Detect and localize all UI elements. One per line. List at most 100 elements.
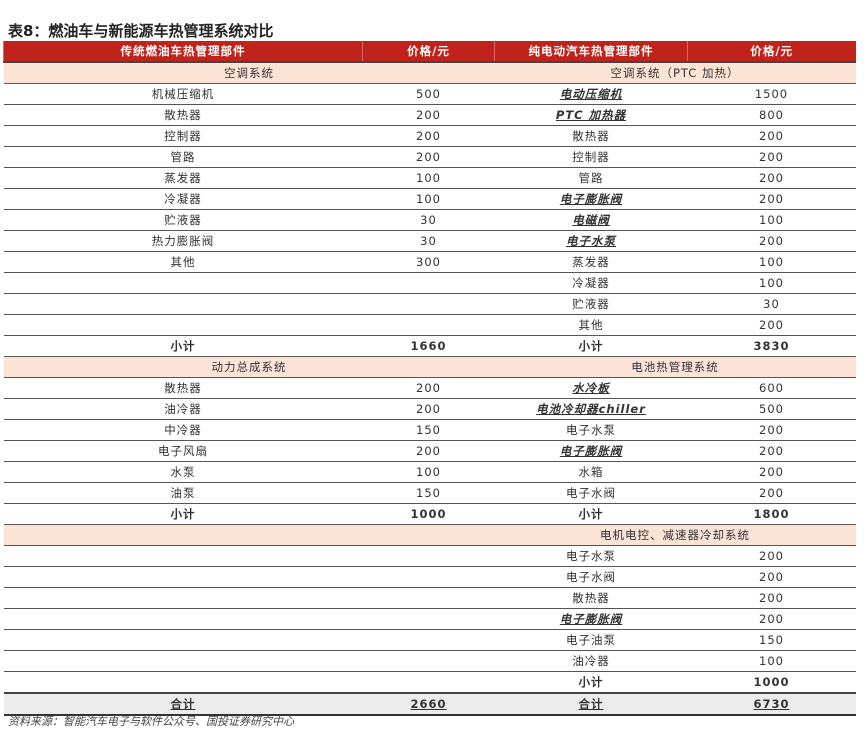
cell-text: 200 [416, 402, 441, 416]
table-cell: 100 [687, 650, 856, 672]
cell-text: 200 [759, 444, 784, 458]
table-cell [362, 314, 495, 336]
table-row: 电子膨胀阀 200 [3, 608, 856, 630]
cell-text: 1660 [410, 339, 447, 353]
table-cell: 控制器 [3, 125, 363, 147]
cell-text: 200 [416, 444, 441, 458]
cell-text: 100 [759, 654, 784, 668]
table-cell [362, 671, 495, 694]
cell-text: 200 [759, 234, 784, 248]
table-cell: 散热器 [3, 377, 363, 399]
table-cell: 贮液器 [3, 209, 363, 231]
table-cell: 电子水泵 [494, 230, 688, 252]
table-cell: 动力总成系统 [3, 356, 495, 378]
cell-text: 水箱 [578, 465, 604, 479]
table-row: 散热器 200 PTC 加热器 800 [3, 104, 856, 126]
cell-text: 电子油泵 [566, 633, 616, 647]
table-row: 油泵 150 电子水阀 200 [3, 482, 856, 504]
header-cell: 价格/元 [687, 41, 856, 63]
table-row: 油冷器 100 [3, 650, 856, 672]
table-cell: 1800 [687, 503, 856, 525]
table-cell: 500 [687, 398, 856, 420]
cell-text: 电子水泵 [566, 549, 616, 563]
table-row: 电子水阀 200 [3, 566, 856, 588]
table-cell: 电池热管理系统 [494, 356, 856, 378]
cell-text: 200 [759, 486, 784, 500]
table-cell: 200 [687, 440, 856, 462]
cell-text: 150 [416, 423, 441, 437]
cell-text: 200 [759, 423, 784, 437]
cell-text: 30 [420, 213, 437, 227]
cell-text: 200 [759, 612, 784, 626]
cell-text: 电子水泵 [566, 234, 616, 248]
table-cell: 小计 [494, 671, 688, 694]
cell-text: 电子水阀 [566, 486, 616, 500]
cell-text: 100 [416, 171, 441, 185]
cell-text: 油泵 [170, 486, 196, 500]
table-cell [3, 545, 363, 567]
table-cell [362, 587, 495, 609]
table-cell: 1000 [362, 503, 495, 525]
table-cell: 水冷板 [494, 377, 688, 399]
header-cell: 纯电动汽车热管理部件 [494, 41, 688, 63]
table-cell: 水泵 [3, 461, 363, 483]
table-cell: 200 [362, 377, 495, 399]
cell-text: 油冷器 [164, 402, 202, 416]
table-cell: 电子风扇 [3, 440, 363, 462]
table-row: 电子水泵 200 [3, 545, 856, 567]
table-cell: 水箱 [494, 461, 688, 483]
cell-text: 6730 [753, 697, 790, 711]
cell-text: 散热器 [572, 129, 610, 143]
cell-text: 电子风扇 [158, 444, 208, 458]
table-cell [3, 314, 363, 336]
table-title: 表8：燃油车与新能源车热管理系统对比 [8, 22, 274, 40]
cell-text: 200 [416, 129, 441, 143]
table-row: 机械压缩机 500 电动压缩机 1500 [3, 83, 856, 105]
cell-text: 机械压缩机 [151, 87, 215, 101]
section-row: 动力总成系统 电池热管理系统 [3, 356, 856, 378]
table-row: 油冷器 200 电池冷却器chiller 500 [3, 398, 856, 420]
subtotal-row: 小计 1000 小计 1800 [3, 503, 856, 525]
comparison-table: 传统燃油车热管理部件 价格/元 纯电动汽车热管理部件 价格/元 空调系统 空调系统… [3, 41, 856, 716]
table-cell: 小计 [3, 503, 363, 525]
table-row: 蒸发器 100 管路 200 [3, 167, 856, 189]
cell-text: 小计 [578, 507, 604, 521]
cell-text: 2660 [410, 697, 447, 711]
table-cell: 200 [687, 146, 856, 168]
table-cell: 100 [687, 209, 856, 231]
table-row: 贮液器 30 [3, 293, 856, 315]
cell-text: 100 [759, 213, 784, 227]
cell-text: 水泵 [170, 465, 196, 479]
cell-text: 1800 [753, 507, 790, 521]
cell-text: 小计 [170, 507, 196, 521]
table-cell: 200 [687, 608, 856, 630]
table-cell: 电子膨胀阀 [494, 440, 688, 462]
cell-text: 空调系统 [224, 66, 274, 80]
table-cell: 空调系统 [3, 62, 495, 84]
table-cell: 其他 [3, 251, 363, 273]
cell-text: 电子水泵 [566, 423, 616, 437]
table-cell [362, 650, 495, 672]
table-row: 贮液器 30 电磁阀 100 [3, 209, 856, 231]
cell-text: 散热器 [164, 381, 202, 395]
table-row: 冷凝器 100 [3, 272, 856, 294]
table-cell: 150 [362, 419, 495, 441]
table-cell: 散热器 [3, 104, 363, 126]
table-cell [3, 293, 363, 315]
cell-text: 控制器 [164, 129, 202, 143]
table-cell: 电子膨胀阀 [494, 188, 688, 210]
table-cell: 100 [362, 461, 495, 483]
table-cell [362, 629, 495, 651]
cell-text: 200 [759, 549, 784, 563]
cell-text: 800 [759, 108, 784, 122]
table-cell: 1000 [687, 671, 856, 694]
table-cell: 200 [687, 125, 856, 147]
cell-text: 30 [420, 234, 437, 248]
cell-text: 200 [416, 108, 441, 122]
table-cell: 电子油泵 [494, 629, 688, 651]
table-cell: 电子水泵 [494, 545, 688, 567]
cell-text: 电磁阀 [572, 213, 610, 227]
subtotal-row: 小计 1000 [3, 671, 856, 694]
table-cell: 600 [687, 377, 856, 399]
source-note: 资料来源：智能汽车电子与软件公众号、国投证券研究中心 [8, 715, 294, 728]
